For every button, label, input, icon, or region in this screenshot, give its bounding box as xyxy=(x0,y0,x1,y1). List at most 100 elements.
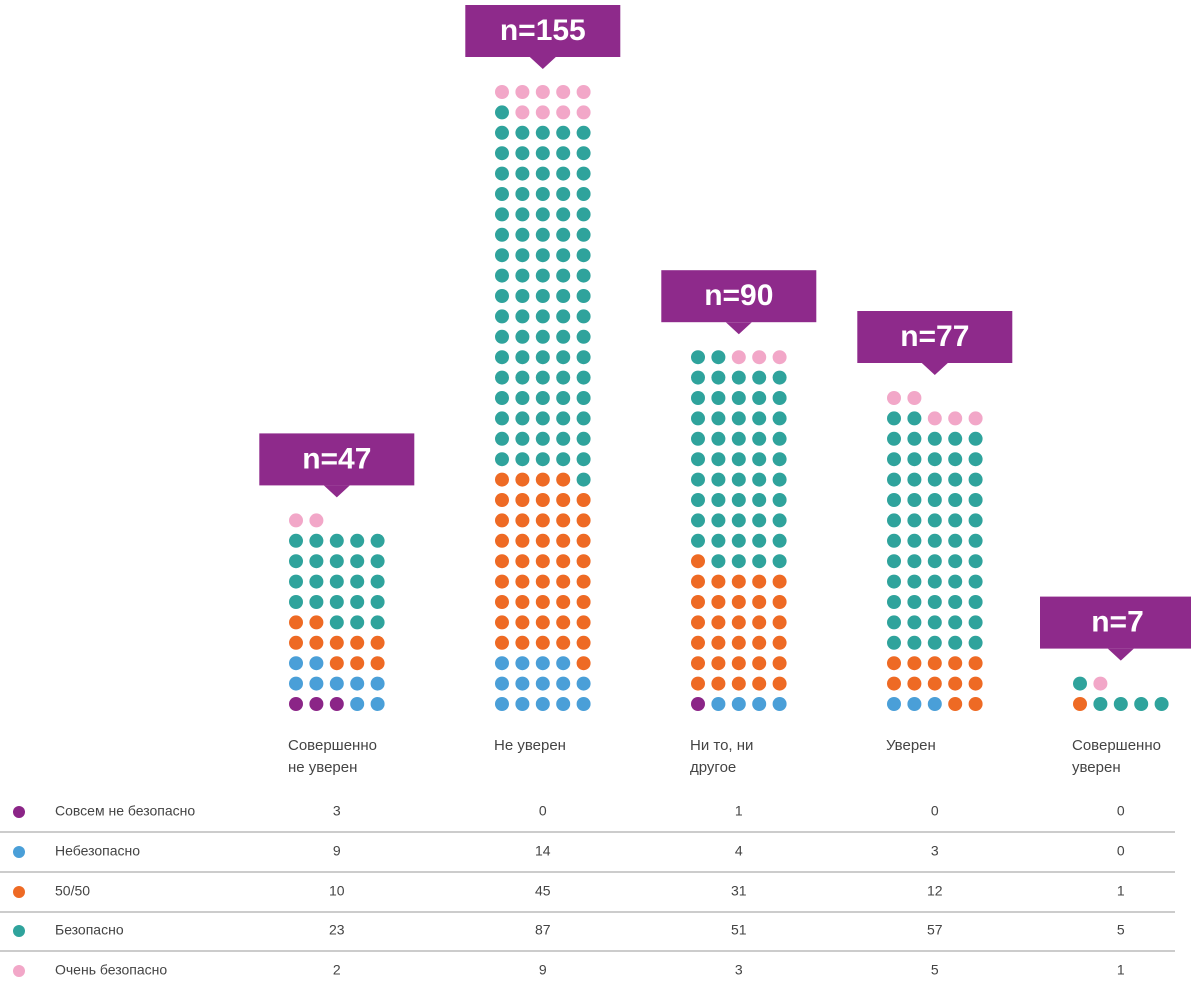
table-value: 4 xyxy=(735,843,743,859)
total-label: n=47 xyxy=(302,442,371,475)
dot xyxy=(968,533,983,548)
dot xyxy=(556,105,571,120)
dot xyxy=(691,452,705,467)
table-value: 45 xyxy=(535,883,551,899)
dot xyxy=(495,166,509,181)
category-label: Не уверен xyxy=(494,737,566,754)
dot xyxy=(289,676,303,691)
dot xyxy=(289,656,303,671)
dot xyxy=(927,472,942,487)
dot xyxy=(515,513,530,528)
dot xyxy=(968,493,983,507)
dot xyxy=(515,452,530,467)
table-value: 0 xyxy=(1117,803,1125,819)
total-label: n=155 xyxy=(500,14,586,47)
dot xyxy=(691,676,705,691)
dot xyxy=(329,615,344,630)
dot xyxy=(535,268,550,283)
dot xyxy=(535,370,550,385)
dot xyxy=(948,411,963,426)
dot xyxy=(556,533,571,548)
table-value: 5 xyxy=(1117,922,1125,938)
dot xyxy=(711,533,726,548)
dot xyxy=(556,370,571,385)
dot xyxy=(370,554,385,569)
dot xyxy=(495,391,509,405)
dot xyxy=(495,635,509,650)
category-label: Совершенно не уверен xyxy=(288,737,377,776)
dot xyxy=(495,289,509,303)
legend-dot xyxy=(13,925,25,937)
dot xyxy=(752,493,767,507)
dot xyxy=(576,431,591,446)
dot xyxy=(329,656,344,671)
dot xyxy=(948,574,963,589)
dot xyxy=(309,615,324,630)
dot xyxy=(731,513,746,528)
dot xyxy=(370,697,385,711)
dot xyxy=(535,472,550,487)
dot xyxy=(515,472,530,487)
dot xyxy=(495,697,509,711)
dot xyxy=(556,350,571,365)
dot xyxy=(515,656,530,671)
dot xyxy=(515,85,530,99)
dot xyxy=(556,329,571,344)
dot xyxy=(1113,697,1128,711)
dot xyxy=(495,227,509,242)
dot xyxy=(691,391,705,405)
dot xyxy=(535,574,550,589)
dot xyxy=(927,513,942,528)
dot xyxy=(309,533,324,548)
dot xyxy=(350,595,365,609)
dot xyxy=(691,431,705,446)
dot xyxy=(907,554,922,569)
dot xyxy=(309,697,324,711)
dot xyxy=(887,697,901,711)
dot xyxy=(691,574,705,589)
dot xyxy=(556,615,571,630)
dot xyxy=(968,431,983,446)
dot xyxy=(731,615,746,630)
dot xyxy=(927,533,942,548)
dot xyxy=(515,574,530,589)
dot xyxy=(907,635,922,650)
dot xyxy=(515,268,530,283)
dot xyxy=(556,697,571,711)
dot xyxy=(887,513,901,528)
dot xyxy=(948,431,963,446)
dot xyxy=(887,452,901,467)
dot xyxy=(515,248,530,263)
box-pointer xyxy=(725,322,752,335)
dot xyxy=(495,615,509,630)
total-label: n=77 xyxy=(900,320,969,353)
dot xyxy=(370,635,385,650)
dot xyxy=(1073,697,1087,711)
dot xyxy=(556,656,571,671)
dot xyxy=(576,370,591,385)
dot xyxy=(968,513,983,528)
dot xyxy=(535,227,550,242)
dot xyxy=(289,554,303,569)
dot xyxy=(968,676,983,691)
dot xyxy=(350,554,365,569)
dot xyxy=(968,554,983,569)
table-value: 31 xyxy=(731,883,747,899)
dot xyxy=(576,411,591,426)
dot xyxy=(772,595,787,609)
category-label: Ни то, ни другое xyxy=(690,737,754,776)
dot xyxy=(772,656,787,671)
dot xyxy=(772,635,787,650)
dot xyxy=(1073,676,1087,691)
dot xyxy=(350,533,365,548)
dot xyxy=(711,431,726,446)
dot xyxy=(948,697,963,711)
dot xyxy=(495,452,509,467)
dot xyxy=(515,635,530,650)
dot xyxy=(731,656,746,671)
dot xyxy=(535,207,550,222)
dot xyxy=(691,513,705,528)
dot xyxy=(495,574,509,589)
dot xyxy=(691,493,705,507)
